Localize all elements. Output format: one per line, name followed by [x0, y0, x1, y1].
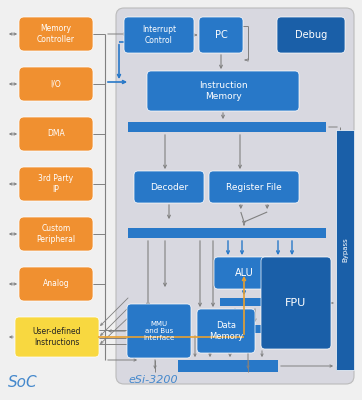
Text: Interrupt
Control: Interrupt Control [142, 25, 176, 45]
Text: FPU: FPU [285, 298, 307, 308]
FancyBboxPatch shape [147, 71, 299, 111]
FancyBboxPatch shape [199, 17, 243, 53]
Text: Bypass: Bypass [342, 238, 348, 262]
Text: Data
Memory: Data Memory [209, 321, 243, 341]
FancyBboxPatch shape [19, 167, 93, 201]
FancyBboxPatch shape [19, 67, 93, 101]
Text: 3rd Party
IP: 3rd Party IP [38, 174, 73, 194]
Text: Instruction
Memory: Instruction Memory [199, 81, 247, 101]
FancyBboxPatch shape [214, 257, 274, 289]
FancyBboxPatch shape [15, 317, 99, 357]
FancyBboxPatch shape [209, 171, 299, 203]
Bar [128, 228, 326, 238]
FancyBboxPatch shape [197, 309, 255, 353]
Bar [220, 298, 270, 306]
FancyBboxPatch shape [19, 17, 93, 51]
Text: Debug: Debug [295, 30, 327, 40]
Text: Register File: Register File [226, 182, 282, 192]
Bar [336, 130, 354, 370]
Text: Memory
Controller: Memory Controller [37, 24, 75, 44]
FancyBboxPatch shape [19, 217, 93, 251]
Text: SoC: SoC [8, 375, 38, 390]
Text: eSi-3200: eSi-3200 [128, 375, 178, 385]
Bar [220, 325, 270, 333]
Text: DMA: DMA [47, 130, 65, 138]
Text: MMU
and Bus
Interface: MMU and Bus Interface [143, 320, 174, 342]
Text: Analog: Analog [43, 280, 69, 288]
Bar [128, 122, 326, 132]
FancyBboxPatch shape [134, 171, 204, 203]
FancyBboxPatch shape [127, 304, 191, 358]
Text: Custom
Peripheral: Custom Peripheral [37, 224, 76, 244]
FancyBboxPatch shape [19, 117, 93, 151]
FancyBboxPatch shape [116, 8, 354, 384]
FancyBboxPatch shape [19, 267, 93, 301]
FancyBboxPatch shape [261, 257, 331, 349]
FancyBboxPatch shape [277, 17, 345, 53]
Text: User-defined
Instructions: User-defined Instructions [33, 327, 81, 347]
Text: I/O: I/O [51, 80, 62, 88]
Bar [178, 360, 278, 372]
Text: PC: PC [215, 30, 227, 40]
Text: Decoder: Decoder [150, 182, 188, 192]
FancyBboxPatch shape [124, 17, 194, 53]
Text: ALU: ALU [235, 268, 253, 278]
